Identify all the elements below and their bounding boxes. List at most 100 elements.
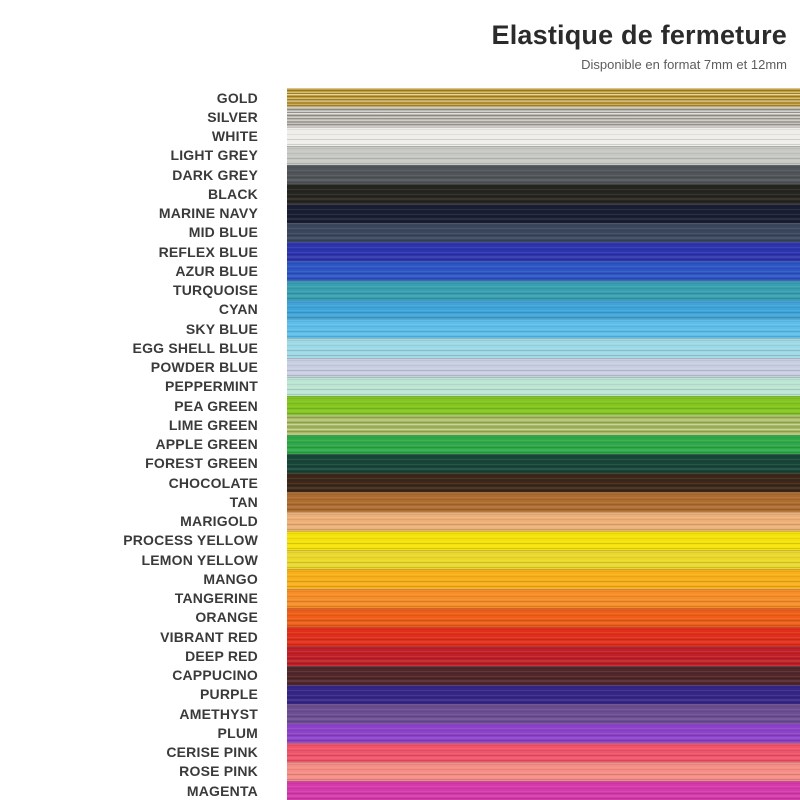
color-band	[287, 588, 800, 609]
color-label: WHITE	[211, 128, 258, 145]
color-label: REFLEX BLUE	[158, 243, 258, 260]
color-band	[287, 319, 800, 339]
color-band	[287, 761, 800, 782]
color-label: TANGERINE	[174, 590, 258, 607]
color-band	[287, 280, 800, 301]
color-label: DARK GREY	[172, 166, 258, 183]
color-label: DEEP RED	[185, 647, 258, 664]
page-title: Elastique de fermeture	[491, 20, 787, 50]
color-label: CERISE PINK	[166, 744, 258, 761]
color-label: AZUR BLUE	[175, 262, 258, 279]
color-label: APPLE GREEN	[155, 436, 258, 453]
color-band	[287, 203, 800, 224]
color-label: FOREST GREEN	[145, 455, 258, 472]
color-row: PEA GREEN	[0, 396, 800, 416]
color-row: TAN	[0, 492, 800, 512]
color-row: WHITE	[0, 126, 800, 147]
color-row: APPLE GREEN	[0, 434, 800, 455]
color-row: CHOCOLATE	[0, 473, 800, 493]
color-row: SKY BLUE	[0, 319, 800, 339]
color-label: MAGENTA	[186, 782, 258, 799]
color-row: CAPPUCINO	[0, 665, 800, 686]
color-label: LEMON YELLOW	[141, 551, 258, 568]
color-label: PURPLE	[200, 686, 258, 703]
color-band	[287, 511, 800, 532]
color-row: SILVER	[0, 107, 800, 127]
color-label: SKY BLUE	[185, 320, 258, 337]
color-row: DARK GREY	[0, 165, 800, 185]
color-label: ROSE PINK	[179, 763, 258, 780]
header: Elastique de fermeture Disponible en for…	[492, 20, 788, 72]
color-row: CERISE PINK	[0, 742, 800, 763]
color-row: AZUR BLUE	[0, 261, 800, 281]
color-band	[287, 126, 800, 147]
color-band	[287, 145, 800, 166]
color-row: ORANGE	[0, 607, 800, 628]
color-band	[287, 165, 800, 185]
color-row: VIBRANT RED	[0, 627, 800, 647]
color-band	[287, 607, 800, 628]
color-label: EGG SHELL BLUE	[132, 339, 258, 356]
color-label: TAN	[229, 493, 258, 510]
color-row: LIME GREEN	[0, 415, 800, 435]
color-band	[287, 88, 800, 108]
color-row: MARIGOLD	[0, 511, 800, 532]
color-row: FOREST GREEN	[0, 453, 800, 474]
color-label: PEPPERMINT	[164, 378, 258, 395]
color-label: POWDER BLUE	[150, 359, 258, 376]
color-label: GOLD	[216, 89, 258, 106]
color-label: TURQUOISE	[172, 282, 258, 299]
color-label: MID BLUE	[188, 224, 258, 241]
color-row: PURPLE	[0, 684, 800, 705]
color-label: VIBRANT RED	[160, 628, 258, 645]
color-row: PROCESS YELLOW	[0, 530, 800, 551]
color-row: BLACK	[0, 184, 800, 204]
color-band	[287, 434, 800, 455]
color-band	[287, 704, 800, 724]
color-label: ORANGE	[195, 609, 258, 626]
color-rows: GOLD SILVER WHITE LIGHT GREY DARK GREY B…	[0, 88, 800, 800]
color-label: CAPPUCINO	[172, 667, 258, 684]
color-band	[287, 299, 800, 320]
color-label: LIGHT GREY	[170, 147, 258, 164]
color-label: SILVER	[207, 108, 258, 125]
color-label: AMETHYST	[179, 705, 258, 722]
color-band	[287, 723, 800, 743]
color-row: LEMON YELLOW	[0, 550, 800, 570]
color-row: TANGERINE	[0, 588, 800, 609]
color-band	[287, 107, 800, 127]
page-subtitle: Disponible en format 7mm et 12mm	[581, 57, 787, 72]
color-row: REFLEX BLUE	[0, 242, 800, 262]
color-label: CYAN	[218, 301, 258, 318]
color-label: BLACK	[208, 185, 258, 202]
color-band	[287, 242, 800, 262]
color-label: CHOCOLATE	[168, 474, 258, 491]
color-row: PLUM	[0, 723, 800, 743]
color-row: EGG SHELL BLUE	[0, 338, 800, 358]
color-band	[287, 415, 800, 435]
color-band	[287, 665, 800, 686]
color-band	[287, 357, 800, 378]
color-row: MAGENTA	[0, 781, 800, 800]
color-row: GOLD	[0, 88, 800, 108]
color-band	[287, 492, 800, 512]
color-row: ROSE PINK	[0, 761, 800, 782]
color-band	[287, 627, 800, 647]
color-band	[287, 646, 800, 666]
color-band	[287, 222, 800, 243]
color-row: AMETHYST	[0, 704, 800, 724]
color-label: MARINE NAVY	[158, 205, 258, 222]
color-band	[287, 684, 800, 705]
color-band	[287, 376, 800, 397]
color-label: LIME GREEN	[168, 416, 258, 433]
color-label: PLUM	[217, 724, 258, 741]
color-row: MANGO	[0, 569, 800, 589]
color-row: POWDER BLUE	[0, 357, 800, 378]
color-row: LIGHT GREY	[0, 145, 800, 166]
color-row: MID BLUE	[0, 222, 800, 243]
color-band	[287, 184, 800, 204]
color-row: MARINE NAVY	[0, 203, 800, 224]
color-band	[287, 781, 800, 800]
color-row: PEPPERMINT	[0, 376, 800, 397]
